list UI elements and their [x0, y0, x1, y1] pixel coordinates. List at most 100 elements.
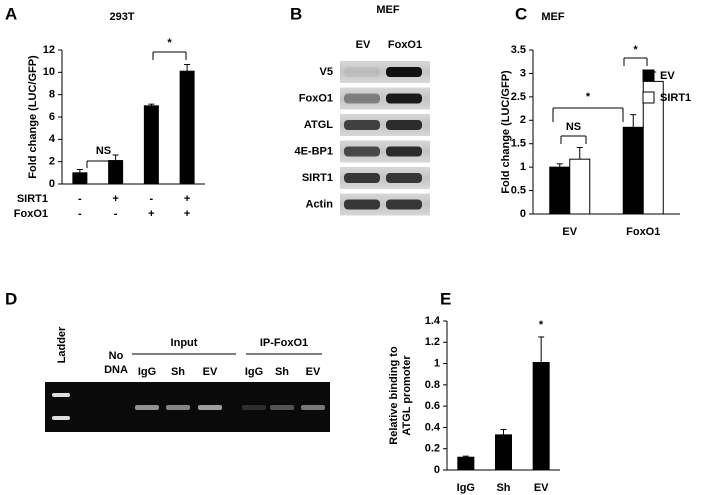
- no-dna-label: No: [109, 350, 124, 362]
- gel-band: [166, 405, 190, 410]
- condition-value: -: [78, 193, 82, 205]
- no-dna-label: DNA: [104, 364, 128, 376]
- group-label: IP-FoxO1: [260, 337, 308, 349]
- condition-label: SIRT1: [17, 193, 48, 205]
- blot-band: [386, 120, 422, 130]
- x-tick-label: EV: [534, 482, 549, 494]
- bar: [143, 105, 159, 185]
- blot-band: [344, 93, 380, 104]
- y-tick-label: 0: [434, 464, 440, 476]
- gel-band: [301, 405, 325, 410]
- lane-label: FoxO1: [388, 39, 422, 51]
- blot-band: [344, 146, 380, 157]
- bar: [72, 172, 88, 185]
- blot-band: [386, 173, 422, 183]
- y-tick-label: 8: [49, 89, 55, 101]
- bar: [532, 362, 550, 471]
- significance-label: *: [633, 44, 638, 56]
- blot-row-label: 4E-BP1: [294, 145, 333, 157]
- bar: [622, 126, 644, 215]
- gel-band: [242, 405, 266, 410]
- condition-value: -: [114, 208, 118, 220]
- blot-band: [386, 199, 422, 210]
- y-tick-label: 3: [520, 67, 526, 79]
- y-tick-label: 2: [49, 156, 55, 168]
- y-tick-label: 3.5: [511, 44, 526, 56]
- blot-band: [344, 173, 380, 183]
- bar: [457, 456, 475, 471]
- lane-label: Sh: [171, 366, 185, 378]
- blot-band: [344, 67, 380, 77]
- condition-value: +: [184, 208, 190, 220]
- y-axis-label: Relative binding to: [388, 346, 400, 445]
- bar: [495, 434, 512, 471]
- blot-row-label: V5: [320, 66, 333, 78]
- panel-letter: B: [290, 4, 302, 23]
- y-tick-label: 1.4: [425, 315, 441, 327]
- blot-row-label: FoxO1: [299, 92, 333, 104]
- significance-label: NS: [96, 145, 111, 157]
- condition-value: +: [184, 193, 190, 205]
- lane-label: EV: [203, 366, 218, 378]
- y-tick-label: 2.5: [511, 91, 526, 103]
- legend-label: SIRT1: [660, 92, 691, 104]
- blot-strip: [340, 167, 430, 189]
- y-tick-label: 4: [49, 133, 56, 145]
- group-label: Input: [171, 337, 198, 349]
- y-tick-label: 0: [520, 208, 526, 220]
- y-tick-label: 0.4: [425, 421, 441, 433]
- y-tick-label: 12: [43, 44, 55, 56]
- lane-label: EV: [356, 39, 371, 51]
- ladder-band: [52, 393, 70, 397]
- y-tick-label: 1.5: [511, 138, 526, 150]
- blot-row-label: ATGL: [304, 119, 333, 131]
- legend-swatch: [642, 91, 655, 104]
- blot-band: [344, 199, 380, 210]
- gel-band: [198, 405, 222, 410]
- significance-label: *: [167, 37, 172, 49]
- blot-band: [386, 146, 422, 157]
- y-tick-label: 0.5: [511, 184, 526, 196]
- y-tick-label: 6: [49, 111, 55, 123]
- y-tick-label: 1: [434, 357, 440, 369]
- blot-title: MEF: [376, 4, 400, 16]
- y-tick-label: 2: [520, 114, 526, 126]
- legend-swatch: [642, 69, 655, 82]
- blot-strip: [340, 114, 430, 136]
- condition-value: +: [112, 193, 118, 205]
- significance-label: *: [586, 91, 591, 103]
- y-tick-label: 1: [520, 161, 526, 173]
- y-tick-label: 0.6: [425, 400, 440, 412]
- lane-label: EV: [306, 366, 321, 378]
- blot-band: [344, 120, 380, 130]
- bar: [108, 160, 124, 185]
- blot-row-label: Actin: [306, 198, 334, 210]
- significance-label: *: [539, 319, 544, 331]
- x-tick-label: Sh: [496, 482, 510, 494]
- bar: [569, 158, 591, 215]
- x-tick-label: FoxO1: [626, 226, 660, 238]
- y-tick-label: 0.2: [425, 443, 440, 455]
- bar: [179, 70, 195, 185]
- panel-letter: A: [5, 4, 17, 23]
- condition-value: +: [148, 208, 154, 220]
- blot-strip: [340, 61, 430, 83]
- chart-title: MEF: [541, 11, 565, 23]
- y-tick-label: 0: [49, 178, 55, 190]
- chart-title: 293T: [109, 11, 134, 23]
- y-tick-label: 10: [43, 66, 55, 78]
- y-axis-label: Fold change (LUC/GFP): [27, 55, 39, 179]
- ladder-label: Ladder: [56, 326, 68, 363]
- y-tick-label: 1.2: [425, 336, 440, 348]
- gel-band: [135, 405, 159, 410]
- lane-label: IgG: [138, 366, 156, 378]
- ladder-band: [52, 416, 70, 420]
- panel-letter: E: [440, 289, 451, 308]
- y-tick-label: 0.8: [425, 379, 440, 391]
- blot-row-label: SIRT1: [302, 172, 333, 184]
- blot-band: [386, 67, 422, 77]
- condition-label: FoxO1: [14, 208, 48, 220]
- blot-strip: [340, 87, 430, 110]
- x-tick-label: EV: [562, 226, 577, 238]
